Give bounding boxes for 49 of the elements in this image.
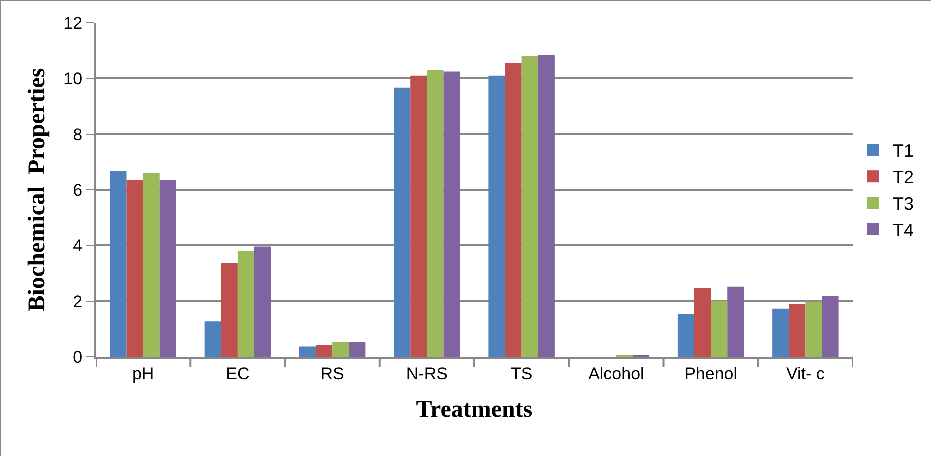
bar: [160, 180, 176, 357]
bar: [254, 246, 272, 357]
bar: [238, 250, 254, 357]
bar: [110, 171, 127, 357]
x-tick-label: Alcohol: [588, 364, 644, 384]
x-tick-label: RS: [320, 364, 344, 384]
y-tick-label: 0: [73, 348, 83, 367]
bar: [488, 76, 506, 357]
y-tick-label: 2: [73, 292, 83, 312]
x-tick-label: Vit- c: [786, 364, 826, 384]
legend-label: T1: [893, 141, 914, 162]
x-axis-title: Treatments: [416, 397, 533, 424]
y-tick-label: 4: [73, 236, 83, 256]
bar: [349, 342, 366, 357]
bar: [522, 56, 538, 357]
bar: [822, 296, 839, 357]
y-tick-label: 10: [64, 70, 83, 89]
y-axis-title: Biochemical Properties: [24, 68, 50, 312]
bar: [789, 304, 806, 357]
bar: [806, 302, 822, 357]
bar: [143, 173, 160, 357]
bar: [772, 308, 790, 357]
y-tick-label: 6: [73, 180, 83, 200]
x-tick-label: N-RS: [406, 364, 448, 384]
bar: [444, 72, 460, 357]
x-tick-label: EC: [226, 364, 250, 384]
bar: [299, 346, 316, 357]
x-tick-label: pH: [132, 364, 154, 384]
bar: [221, 263, 238, 357]
bar: [316, 345, 333, 357]
bar: [694, 288, 712, 357]
bar: [678, 314, 694, 357]
bar: [538, 55, 555, 357]
bar: [332, 342, 350, 357]
legend-label: T2: [893, 168, 914, 188]
bar: [126, 180, 144, 357]
legend-label: T4: [893, 220, 914, 240]
x-tick-label: TS: [510, 364, 533, 384]
bar: [728, 286, 744, 357]
y-tick-label: 12: [64, 14, 83, 33]
legend-label: T3: [893, 194, 914, 214]
bar: [427, 70, 444, 357]
bar: [204, 322, 222, 357]
bar: [505, 63, 522, 357]
y-tick-label: 8: [73, 125, 83, 144]
x-tick-label: Phenol: [684, 364, 738, 384]
bar: [394, 88, 411, 357]
bar: [410, 76, 428, 357]
bar: [711, 301, 728, 357]
